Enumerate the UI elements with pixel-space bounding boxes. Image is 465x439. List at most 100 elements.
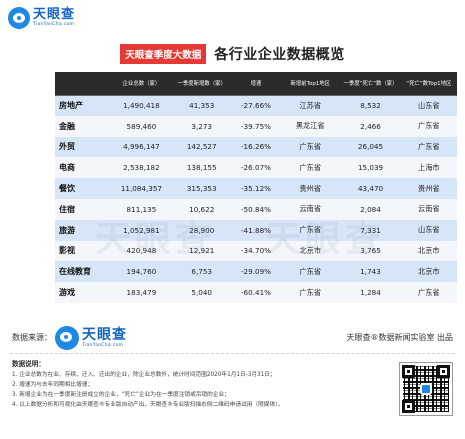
table-cell: 26,045 — [357, 142, 384, 152]
table-cell: 上海市 — [418, 162, 440, 172]
table-cell: 28,900 — [189, 225, 215, 235]
qr-logo-icon — [420, 383, 432, 395]
table-cell: 1,284 — [360, 288, 381, 298]
column-header: 企业总数（家） — [111, 72, 172, 96]
table-cell: 142,527 — [186, 142, 217, 152]
table-cell: 3,273 — [191, 121, 212, 131]
table-cell: 广东省 — [418, 141, 440, 151]
table-row: 在线教育 194,760 6,753 -29.09% 广东省 1,743 北京市 — [55, 261, 457, 283]
table-cell: 云南省 — [299, 204, 322, 214]
table-cell: 315,353 — [186, 184, 217, 194]
table-cell: 43,470 — [357, 184, 384, 194]
table-cell: 黑龙江省 — [295, 121, 325, 131]
table-cell: 8,532 — [360, 101, 381, 111]
table-cell: 山东省 — [418, 100, 440, 110]
table-cell: 6,753 — [191, 267, 212, 277]
table-row: 金融 589,460 3,273 -39.75% 黑龙江省 2,466 广东省 — [55, 115, 457, 137]
industry-name: 游戏 — [59, 288, 75, 298]
table-cell: 3,765 — [360, 246, 381, 256]
table-cell: -41.88% — [240, 225, 271, 235]
brand-logo: 天眼查 TianYanCha.com — [8, 7, 75, 29]
table-cell: -34.70% — [240, 246, 271, 256]
table-cell: -60.41% — [240, 288, 271, 298]
column-header: “死亡”数Top1地区 — [400, 72, 457, 96]
table-row: 影视 420,948 12,921 -34.70% 北京市 3,765 北京市 — [55, 240, 457, 262]
qr-finder-icon — [402, 400, 415, 413]
data-table-container: 企业总数（家） 一季度新增数（家） 增速 新增前Top1地区 一季度“死亡”数（家） “死… — [55, 72, 457, 303]
table-cell: -29.09% — [240, 267, 271, 277]
table-row: 住宿 811,135 10,622 -50.84% 云南省 2,084 云南省 — [55, 198, 457, 220]
table-body: 房地产 1,490,418 41,353 -27.66% 江苏省 8,532 山东省 金融 58… — [55, 95, 457, 303]
notes-title: 数据说明： — [12, 360, 45, 368]
title-main: 各行业企业数据概览 — [214, 47, 345, 63]
column-header — [55, 72, 112, 96]
brand-url: TianYanCha.com — [82, 342, 124, 348]
table-cell: 1,052,981 — [123, 225, 160, 235]
table-cell: 广东省 — [299, 266, 322, 276]
table-cell: -27.66% — [240, 101, 271, 111]
note-line: 2. 增速为与去年同期相比增速； — [12, 382, 94, 388]
table-cell: 2,538,182 — [123, 163, 160, 173]
divider — [10, 353, 455, 354]
column-header: 一季度“死亡”数（家） — [340, 72, 401, 96]
page-title: 天眼查季度大数据 各行业企业数据概览 — [0, 44, 465, 64]
table-row: 游戏 183,479 5,040 -60.41% 广东省 1,284 广东省 — [55, 282, 457, 303]
brand-name: 天眼查 — [33, 7, 76, 23]
table-cell: 广东省 — [299, 287, 322, 297]
table-cell: 广东省 — [299, 162, 322, 172]
table-cell: 广东省 — [418, 121, 440, 131]
qr-code[interactable] — [399, 362, 453, 416]
title-tag: 天眼查季度大数据 — [120, 44, 207, 64]
note-line: 3. 新增企业为在一季度新注册成立的企业，“死亡”企业为在一季度注销或吊销的企业… — [12, 392, 230, 398]
table-cell: 41,353 — [189, 101, 215, 111]
table-row: 电商 2,538,182 138,155 -26.07% 广东省 15,039 上海市 — [55, 157, 457, 179]
table-cell: 138,155 — [186, 163, 217, 173]
table-cell: 北京市 — [418, 245, 440, 255]
table-row: 餐饮 11,084,357 315,353 -35.12% 贵州省 43,470 贵州省 — [55, 178, 457, 199]
data-notes: 数据说明： 1. 企业总数为在业、存续、迁入、迁出的企业，除企业总数外，统计时间… — [12, 358, 382, 410]
table-cell: 811,135 — [126, 204, 157, 214]
table-cell: 2,466 — [360, 121, 381, 131]
industry-name: 影视 — [59, 246, 75, 256]
brand-logo-bottom: 天眼查 TianYanCha.com — [55, 326, 127, 350]
column-header: 增速 — [231, 72, 281, 96]
industry-name: 旅游 — [59, 225, 75, 235]
data-source-label: 数据来源： — [12, 333, 52, 342]
table-row: 房地产 1,490,418 41,353 -27.66% 江苏省 8,532 山东省 — [55, 95, 457, 116]
industry-data-table: 企业总数（家） 一季度新增数（家） 增速 新增前Top1地区 一季度“死亡”数（家） “死… — [55, 72, 457, 303]
producer-credit: 天眼查®数据新闻实验室 出品 — [346, 333, 453, 342]
table-cell: 广东省 — [418, 287, 440, 297]
industry-name: 金融 — [59, 121, 75, 131]
table-cell: 4,996,147 — [123, 142, 160, 152]
table-cell: 1,743 — [360, 267, 381, 277]
brand-url: TianYanCha.com — [33, 22, 75, 28]
table-cell: 贵州省 — [299, 183, 322, 193]
table-cell: 广东省 — [299, 225, 322, 235]
table-row: 外贸 4,996,147 142,527 -16.26% 广东省 26,045 广东省 — [55, 136, 457, 158]
qr-finder-icon — [402, 365, 415, 378]
table-cell: 江苏省 — [299, 100, 322, 110]
table-cell: 广东省 — [299, 141, 322, 151]
table-cell: -26.07% — [240, 163, 271, 173]
table-cell: 北京市 — [418, 266, 440, 276]
table-cell: 云南省 — [418, 204, 440, 214]
table-cell: 12,921 — [189, 246, 215, 256]
column-header: 一季度新增数（家） — [171, 72, 232, 96]
industry-name: 外贸 — [59, 142, 75, 152]
industry-name: 餐饮 — [59, 184, 75, 194]
tianyancha-eye-icon — [55, 326, 79, 350]
table-cell: -35.12% — [240, 184, 271, 194]
table-cell: 1,490,418 — [123, 101, 160, 111]
table-cell: 5,040 — [191, 288, 212, 298]
table-cell: 183,479 — [126, 288, 157, 298]
industry-name: 电商 — [59, 163, 75, 173]
table-cell: 11,084,357 — [120, 184, 162, 194]
table-cell: 7,331 — [360, 225, 381, 235]
table-cell: 北京市 — [299, 245, 322, 255]
qr-finder-icon — [437, 365, 450, 378]
table-cell: 2,084 — [360, 204, 381, 214]
brand-name: 天眼查 — [82, 326, 127, 343]
industry-name: 在线教育 — [59, 267, 91, 277]
table-header-row: 企业总数（家） 一季度新增数（家） 增速 新增前Top1地区 一季度“死亡”数（家） “死… — [55, 72, 457, 96]
tianyancha-eye-icon — [8, 7, 30, 29]
